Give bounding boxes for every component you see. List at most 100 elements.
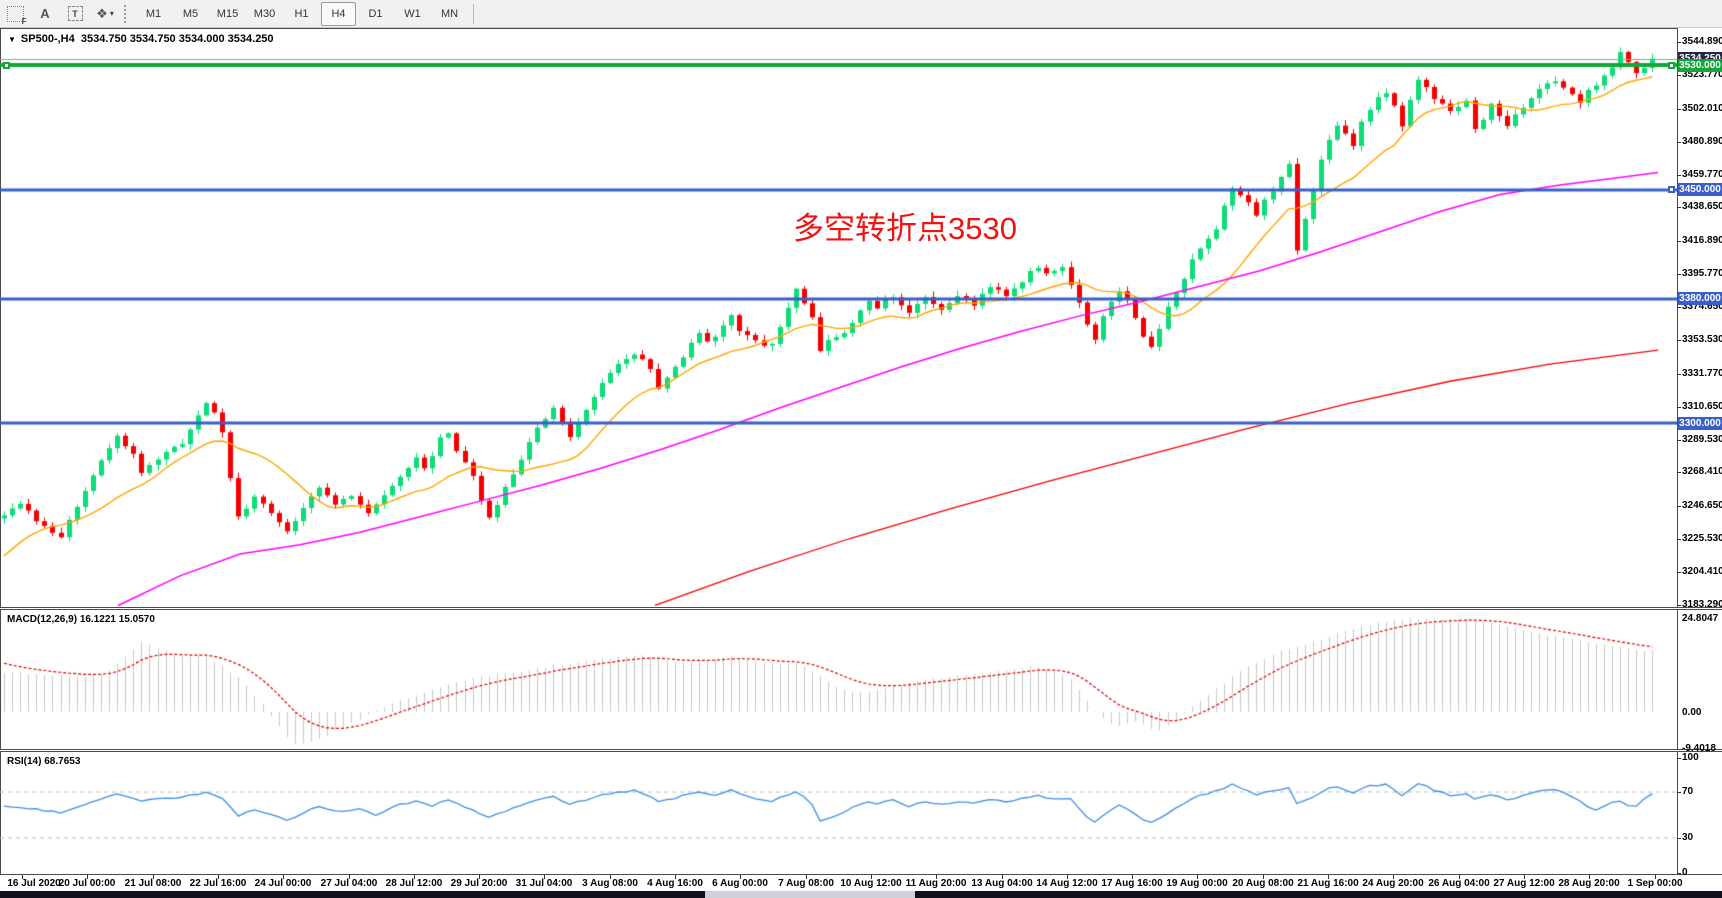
price-tick	[1677, 340, 1681, 341]
time-tick-label: 20 Aug 08:00	[1232, 878, 1294, 889]
price-tick-label: 3289.530	[1682, 434, 1722, 445]
pane-divider-rsi[interactable]	[0, 749, 1722, 752]
price-tick	[1677, 307, 1681, 308]
price-tick-label: 3416.890	[1682, 235, 1722, 246]
timeframe-bar: M1 M5 M15 M30 H1 H4 D1 W1 MN	[135, 1, 468, 26]
time-tick	[675, 875, 676, 879]
macd-tick-label: 24.8047	[1682, 613, 1719, 624]
timeframe-button-m5[interactable]: M5	[182, 7, 199, 20]
hline-price-badge[interactable]: 3530.000	[1678, 59, 1722, 72]
time-tick-label: 24 Aug 20:00	[1362, 878, 1424, 889]
symbol-period: SP500-,H4	[20, 33, 75, 45]
hline-price-badge[interactable]: 3300.000	[1678, 417, 1722, 430]
time-tick	[1459, 875, 1460, 879]
rsi-canvas[interactable]	[0, 752, 1677, 874]
rsi-tick-label: 30	[1682, 832, 1694, 843]
time-tick	[218, 875, 219, 879]
time-tick	[740, 875, 741, 879]
timeframe-button-d1[interactable]: D1	[368, 7, 383, 20]
time-tick-label: 4 Aug 16:00	[647, 878, 703, 889]
price-tick	[1677, 207, 1681, 208]
time-tick	[871, 875, 872, 879]
price-tick	[1677, 109, 1681, 110]
hline-price-badge[interactable]: 3380.000	[1678, 292, 1722, 305]
time-tick	[87, 875, 88, 879]
time-tick	[1002, 875, 1003, 879]
time-tick-label: 7 Aug 08:00	[778, 878, 834, 889]
price-tick-label: 3374.650	[1682, 301, 1722, 312]
fibonacci-tool-icon[interactable]: F	[1, 2, 29, 26]
price-tick-label: 3246.650	[1682, 500, 1722, 511]
hline-anchor-handle[interactable]	[1668, 62, 1675, 69]
time-tick	[414, 875, 415, 879]
price-chart-canvas[interactable]	[0, 29, 1677, 607]
time-tick	[936, 875, 937, 879]
price-tick	[1677, 175, 1681, 176]
timeframe-button-h1[interactable]: H1	[294, 7, 309, 20]
price-tick-label: 3480.890	[1682, 136, 1722, 147]
text-label-tool-icon[interactable]: A	[40, 6, 50, 21]
price-tick-label: 3183.290	[1682, 599, 1722, 610]
rsi-tick-label: 100	[1682, 752, 1699, 763]
time-tick	[1197, 875, 1198, 879]
hline-price-badge[interactable]: 3450.000	[1678, 183, 1722, 196]
price-tick	[1677, 407, 1681, 408]
time-tick-label: 10 Aug 12:00	[840, 878, 902, 889]
text-tool-icon[interactable]: T	[61, 2, 89, 26]
chart-menu-icon[interactable]: ▼	[8, 35, 16, 44]
hline-anchor-handle[interactable]	[3, 62, 10, 69]
time-tick	[806, 875, 807, 879]
timeframe-button-h4[interactable]: H4	[321, 1, 356, 26]
timeframe-button-m15[interactable]: M15	[216, 7, 239, 20]
arrows-tool-icon[interactable]: ❖ ▾	[96, 5, 114, 21]
annotation-text[interactable]: 多空转折点3530	[793, 211, 1017, 246]
time-tick	[153, 875, 154, 879]
axis-separator	[1677, 28, 1678, 875]
price-tick-label: 3310.650	[1682, 401, 1722, 412]
price-tick	[1677, 374, 1681, 375]
timeframe-button-w1[interactable]: W1	[404, 7, 421, 20]
time-tick	[1393, 875, 1394, 879]
macd-canvas[interactable]	[0, 610, 1677, 749]
price-tick	[1677, 42, 1681, 43]
scrollbar-thumb[interactable]	[705, 891, 915, 898]
price-tick	[1677, 142, 1681, 143]
toolbar-grip[interactable]	[124, 4, 131, 23]
rsi-tick-label: 70	[1682, 786, 1694, 797]
time-axis-border	[0, 874, 1722, 875]
macd-tick-label: 0.00	[1682, 707, 1702, 718]
price-tick-label: 3353.530	[1682, 334, 1722, 345]
price-tick	[1677, 572, 1681, 573]
time-tick-label: 11 Aug 20:00	[905, 878, 967, 889]
time-tick	[1655, 875, 1656, 879]
chevron-down-icon[interactable]: ▾	[109, 9, 114, 18]
price-tick	[1677, 75, 1681, 76]
timeframe-button-mn[interactable]: MN	[440, 7, 459, 20]
price-tick	[1677, 274, 1681, 275]
timeframe-button-m30[interactable]: M30	[253, 7, 276, 20]
time-tick	[544, 875, 545, 879]
time-tick-label: 27 Jul 04:00	[320, 878, 378, 889]
time-axis[interactable]: 16 Jul 2020 20 Jul 00:00 21 Jul 08:00 22 Ju…	[0, 875, 1722, 890]
timeframe-button-m1[interactable]: M1	[145, 7, 162, 20]
time-tick-label: 27 Aug 12:00	[1493, 878, 1555, 889]
time-tick	[1328, 875, 1329, 879]
time-tick-label: 13 Aug 04:00	[971, 878, 1033, 889]
time-tick	[610, 875, 611, 879]
ohlc-values: 3534.750 3534.750 3534.000 3534.250	[80, 33, 274, 45]
price-tick-label: 3544.890	[1682, 36, 1722, 47]
time-tick	[479, 875, 480, 879]
time-tick-label: 29 Jul 20:00	[450, 878, 508, 889]
price-tick-label: 3438.650	[1682, 201, 1722, 212]
horizontal-scrollbar[interactable]	[0, 891, 1722, 898]
pane-divider-macd[interactable]	[0, 607, 1722, 610]
rsi-label: RSI(14) 68.7653	[7, 756, 81, 767]
time-tick	[22, 875, 23, 879]
hline-anchor-handle[interactable]	[1668, 186, 1675, 193]
time-tick	[1524, 875, 1525, 879]
time-tick-label: 21 Aug 16:00	[1297, 878, 1359, 889]
time-tick-label: 6 Aug 00:00	[712, 878, 768, 889]
price-tick-label: 3523.770	[1682, 69, 1722, 80]
time-tick-label: 3 Aug 08:00	[582, 878, 638, 889]
